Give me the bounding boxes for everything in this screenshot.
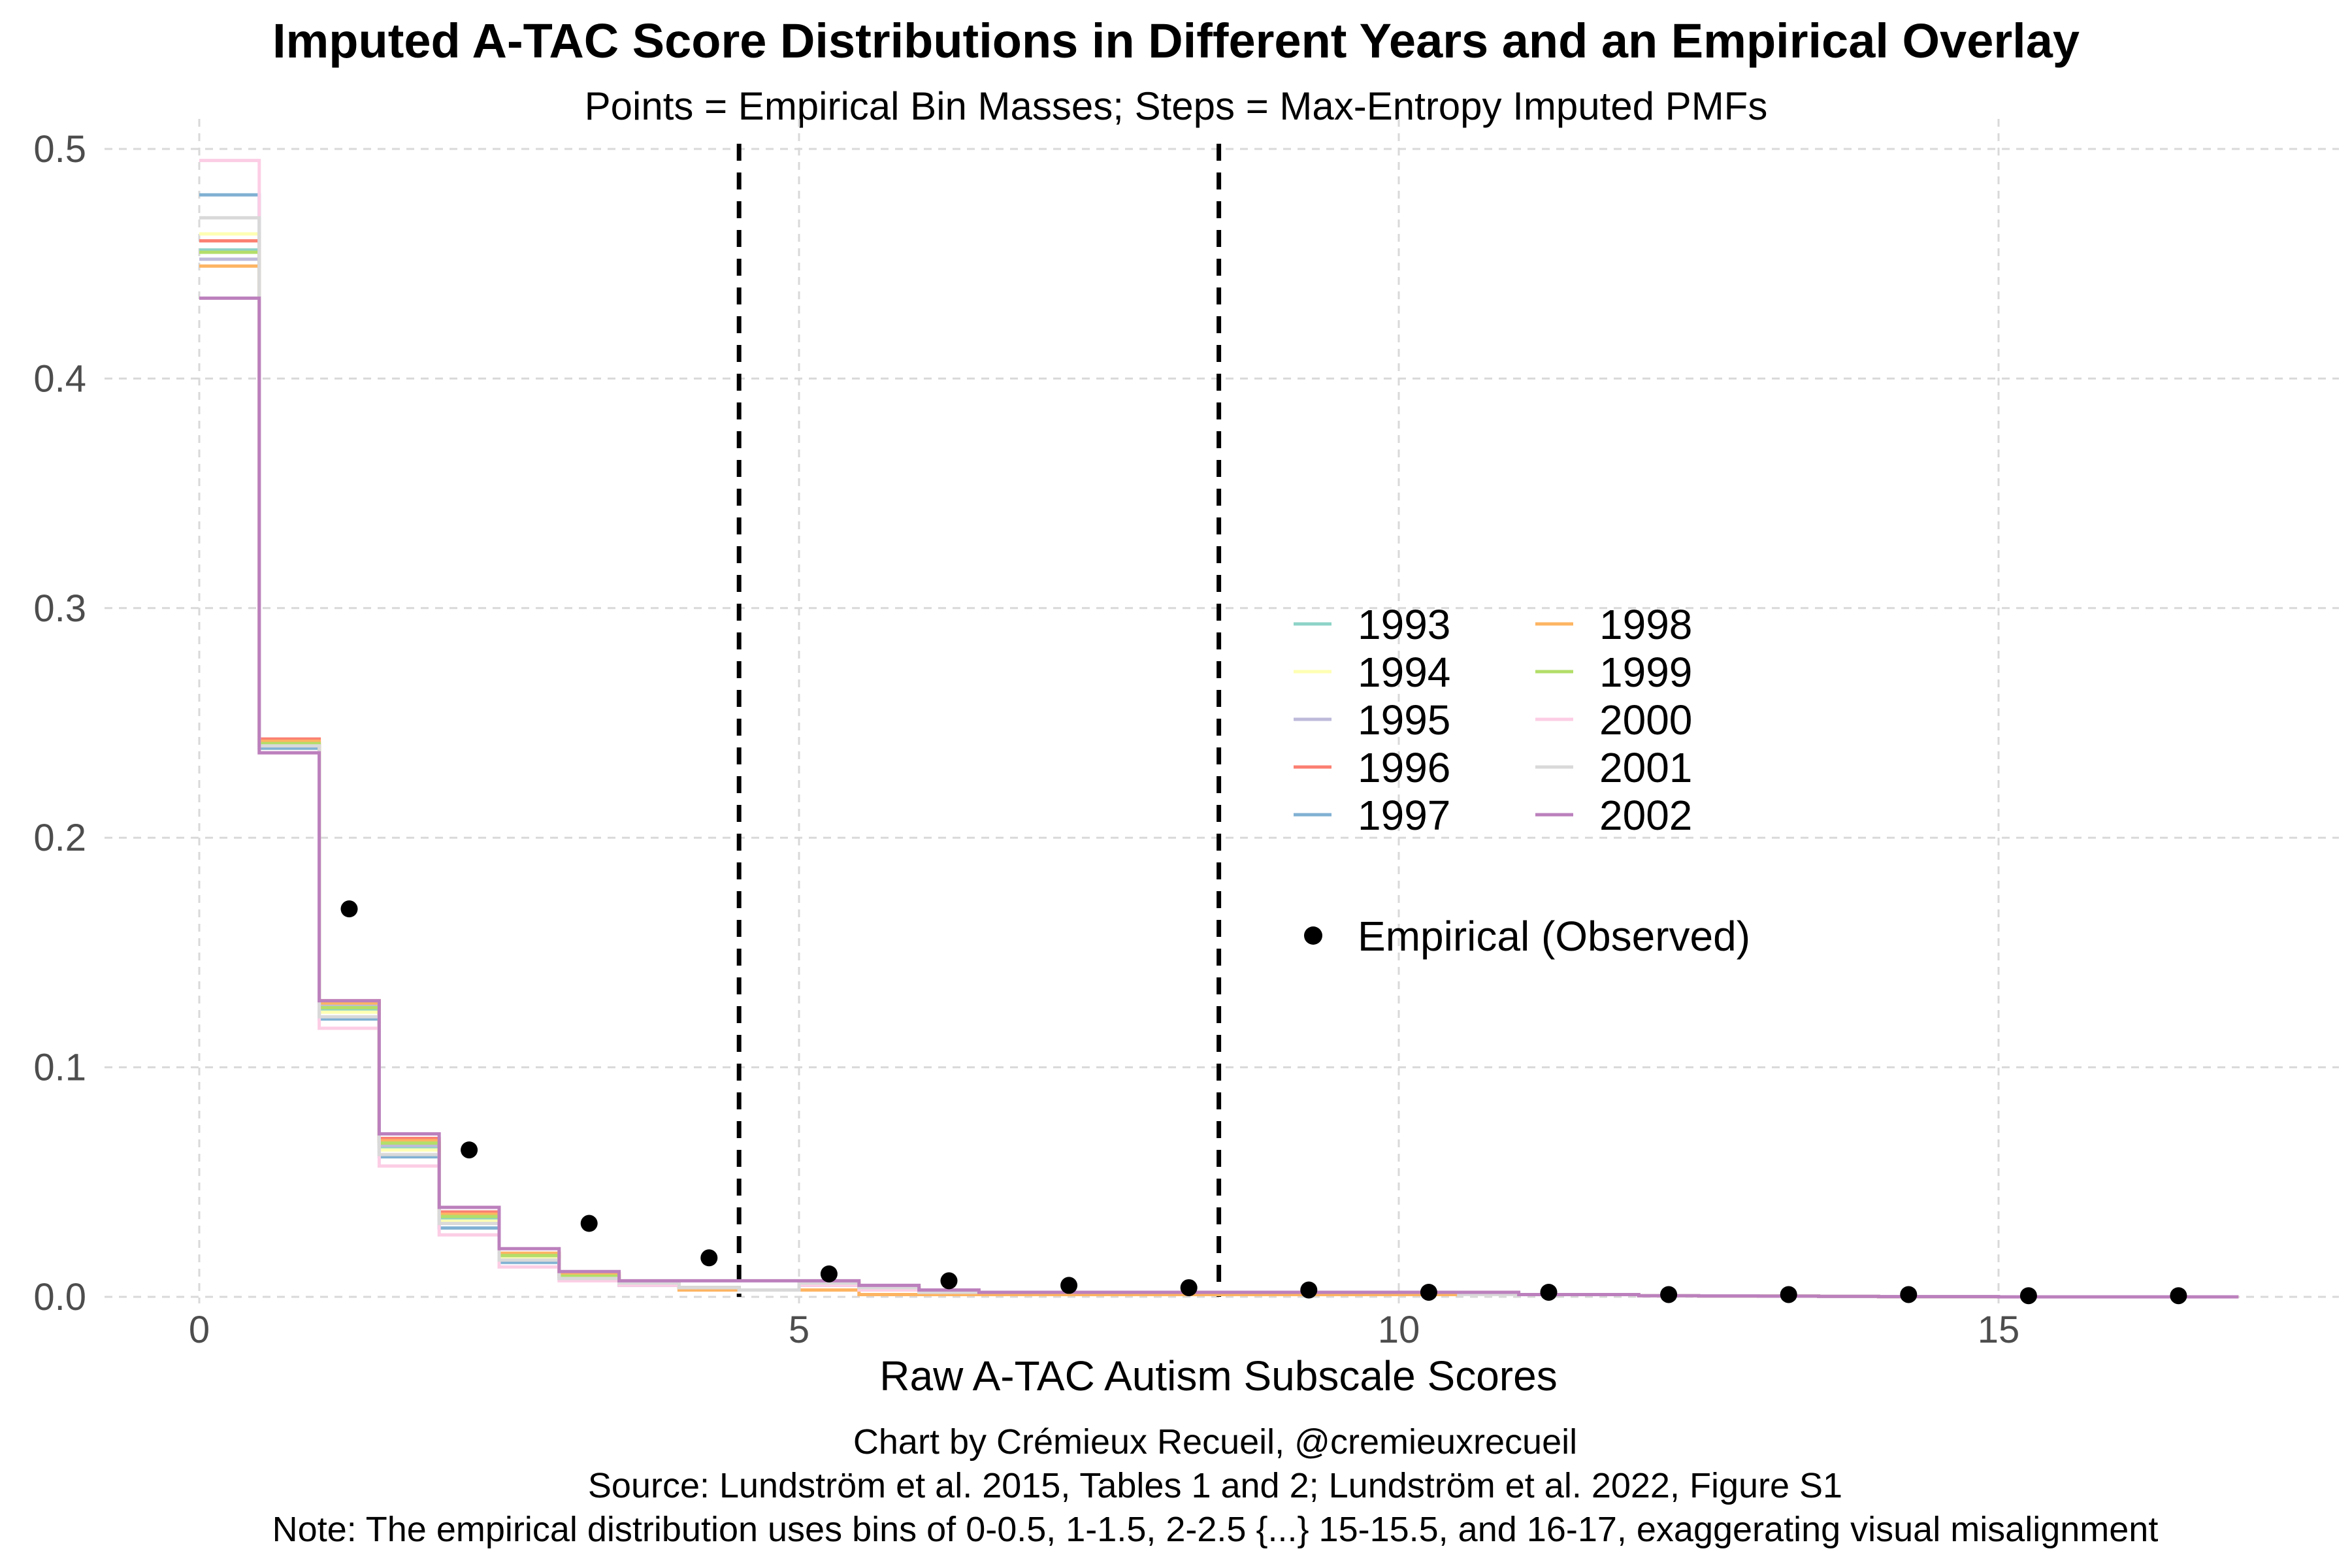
legend-label-2000: 2000 [1599,696,1692,743]
y-tick-label-5: 0.5 [33,128,86,171]
caption-source: Source: Lundström et al. 2015, Tables 1 … [588,1466,1842,1505]
empirical-points [340,900,2187,1305]
x-tick-label-2: 10 [1378,1309,1420,1351]
series-line-1996 [199,239,2239,1299]
chart-title: Imputed A-TAC Score Distributions in Dif… [272,14,2080,68]
empirical-point-14 [2019,1287,2037,1305]
y-axis-ticks: 0.0 0.1 0.2 0.3 0.4 0.5 [33,128,86,1318]
empirical-point-4 [820,1265,838,1282]
empirical-point-5 [940,1272,958,1290]
y-tick-label-3: 0.3 [33,587,86,630]
empirical-point-1 [461,1141,478,1159]
chart-subtitle: Points = Empirical Bin Masses; Steps = M… [585,84,1768,128]
empirical-point-7 [1180,1279,1198,1296]
legend-key-empirical [1304,926,1322,945]
y-tick-label-4: 0.4 [33,357,86,400]
x-axis-label: Raw A-TAC Autism Subscale Scores [879,1352,1557,1399]
empirical-point-8 [1300,1281,1318,1299]
empirical-point-12 [1780,1286,1797,1303]
y-tick-label-0: 0.0 [33,1276,86,1318]
empirical-point-9 [1420,1283,1437,1301]
y-tick-label-1: 0.1 [33,1047,86,1089]
x-tick-label-1: 5 [789,1309,809,1351]
legend-label-1998: 1998 [1599,601,1692,648]
legend-label-2002: 2002 [1599,792,1692,839]
legend-label-1996: 1996 [1358,744,1450,791]
empirical-point-13 [1900,1286,1918,1303]
reference-lines [736,144,1222,1297]
empirical-point-10 [1540,1283,1558,1301]
y-tick-label-2: 0.2 [33,817,86,859]
legend-label-1994: 1994 [1358,649,1450,696]
caption-credit: Chart by Crémieux Recueil, @cremieuxrecu… [853,1422,1577,1462]
legend-label-1993: 1993 [1358,601,1450,648]
empirical-point-0 [340,900,358,918]
series-line-2002 [199,296,2239,1299]
x-tick-label-3: 15 [1978,1309,2020,1351]
empirical-point-11 [1660,1286,1678,1303]
legend-label-empirical: Empirical (Observed) [1358,913,1750,960]
caption-note: Note: The empirical distribution uses bi… [272,1510,2159,1549]
legend-label-1999: 1999 [1599,649,1692,696]
empirical-point-2 [580,1215,598,1232]
legend-label-1995: 1995 [1358,696,1450,743]
x-tick-label-0: 0 [189,1309,210,1351]
grid-layer [105,119,2339,1303]
legend-label-1997: 1997 [1358,792,1450,839]
empirical-point-3 [700,1249,718,1267]
empirical-point-6 [1060,1277,1078,1294]
empirical-point-15 [2170,1287,2187,1305]
x-axis-ticks: 0 5 10 15 [189,1309,2019,1351]
legend-label-2001: 2001 [1599,744,1692,791]
